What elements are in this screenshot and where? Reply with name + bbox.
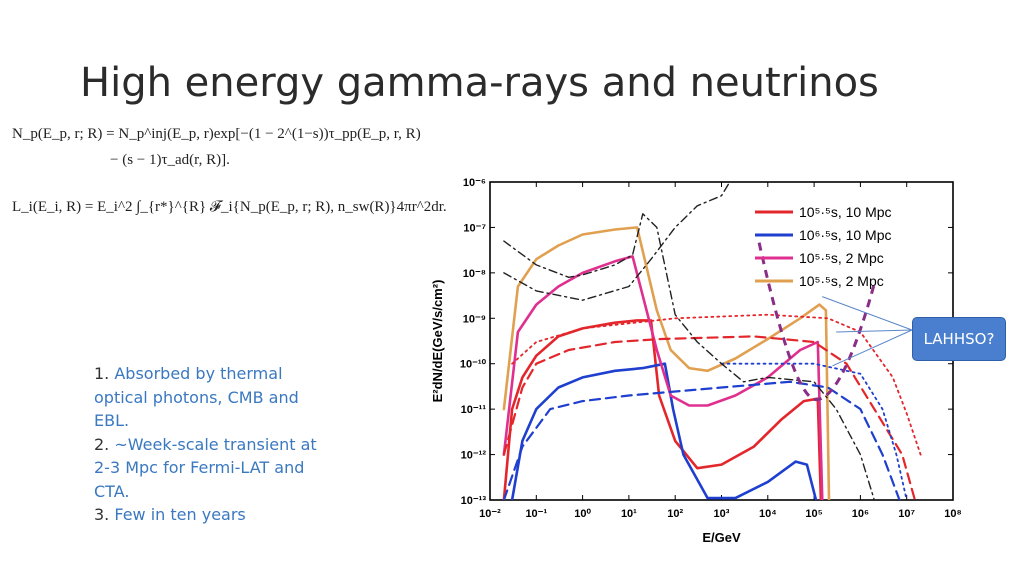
x-tick-label: 10⁻² bbox=[479, 508, 501, 520]
gamma-ray-neutrino-spectrum-chart: 10⁻² 10⁻¹ 10⁰ 10¹ 10² 10³ 10⁴ 10⁵ 10⁶ 10⁷ 10⁸ 10⁻¹³… bbox=[430, 177, 962, 545]
equation-proton-spectrum-cont: − (s − 1)τ_ad(r, R)]. bbox=[110, 152, 230, 168]
y-tick-label: 10⁻¹³ bbox=[461, 495, 487, 507]
callout-arrow-1 bbox=[836, 329, 913, 333]
y-tick-label: 10⁻⁷ bbox=[463, 222, 486, 234]
y-tick-label: 10⁻¹⁰ bbox=[460, 359, 487, 371]
x-tick-label: 10⁸ bbox=[944, 508, 961, 520]
equation-proton-spectrum: N_p(E_p, r; R) = N_p^inj(E_p, r)exp[−(1 … bbox=[12, 126, 421, 142]
equation-luminosity: L_i(E_i, R) = E_i^2 ∫_{r*}^{R} 𝓕_i{N_p(E… bbox=[12, 199, 447, 215]
x-tick-label: 10⁻¹ bbox=[525, 508, 547, 520]
lahhso-callout: LAHHSO? bbox=[912, 317, 1006, 361]
x-tick-label: 10⁷ bbox=[898, 508, 915, 520]
series-line-8 bbox=[503, 213, 875, 500]
x-tick-label: 10³ bbox=[714, 508, 730, 520]
annotation-arc-0 bbox=[757, 242, 876, 402]
x-tick-label: 10⁶ bbox=[852, 508, 869, 520]
legend-label-1: 10⁶·⁵s, 10 Mpc bbox=[799, 227, 892, 243]
slide-title: High energy gamma-rays and neutrinos bbox=[80, 60, 879, 106]
note-3: 3. Few in ten years bbox=[94, 505, 246, 524]
legend-label-2: 10⁵·⁵s, 2 Mpc bbox=[799, 250, 884, 266]
y-tick-label: 10⁻¹¹ bbox=[461, 404, 487, 416]
legend-label-0: 10⁵·⁵s, 10 Mpc bbox=[799, 204, 892, 220]
x-tick-label: 10⁰ bbox=[574, 508, 591, 520]
x-tick-label: 10⁴ bbox=[759, 508, 777, 520]
y-tick-label: 10⁻⁶ bbox=[463, 177, 486, 189]
series-line-4 bbox=[502, 335, 916, 500]
series-line-3 bbox=[502, 226, 831, 500]
y-tick-label: 10⁻⁸ bbox=[463, 268, 486, 280]
notes-list: 1. Absorbed by thermal optical photons, … bbox=[94, 362, 334, 527]
x-tick-label: 10² bbox=[667, 508, 683, 520]
callout-arrow-2 bbox=[832, 329, 913, 367]
series-line-9 bbox=[503, 182, 731, 301]
y-axis-label: E²dN/dE(GeV/s/cm²) bbox=[430, 280, 445, 403]
x-tick-label: 10¹ bbox=[621, 508, 637, 520]
series-line-7 bbox=[720, 362, 908, 500]
series-line-6 bbox=[511, 313, 922, 456]
y-tick-label: 10⁻¹² bbox=[461, 450, 487, 462]
x-tick-label: 10⁵ bbox=[805, 508, 822, 520]
series-line-0 bbox=[502, 319, 823, 500]
x-axis-label: E/GeV bbox=[702, 530, 741, 545]
legend-label-3: 10⁵·⁵s, 2 Mpc bbox=[799, 273, 884, 289]
series-line-5 bbox=[502, 380, 901, 500]
callout-arrow-0 bbox=[822, 296, 913, 331]
note-1: 1. Absorbed by thermal optical photons, … bbox=[94, 364, 299, 430]
note-2: 2. ~Week-scale transient at 2-3 Mpc for … bbox=[94, 434, 317, 501]
y-tick-label: 10⁻⁹ bbox=[463, 313, 486, 325]
